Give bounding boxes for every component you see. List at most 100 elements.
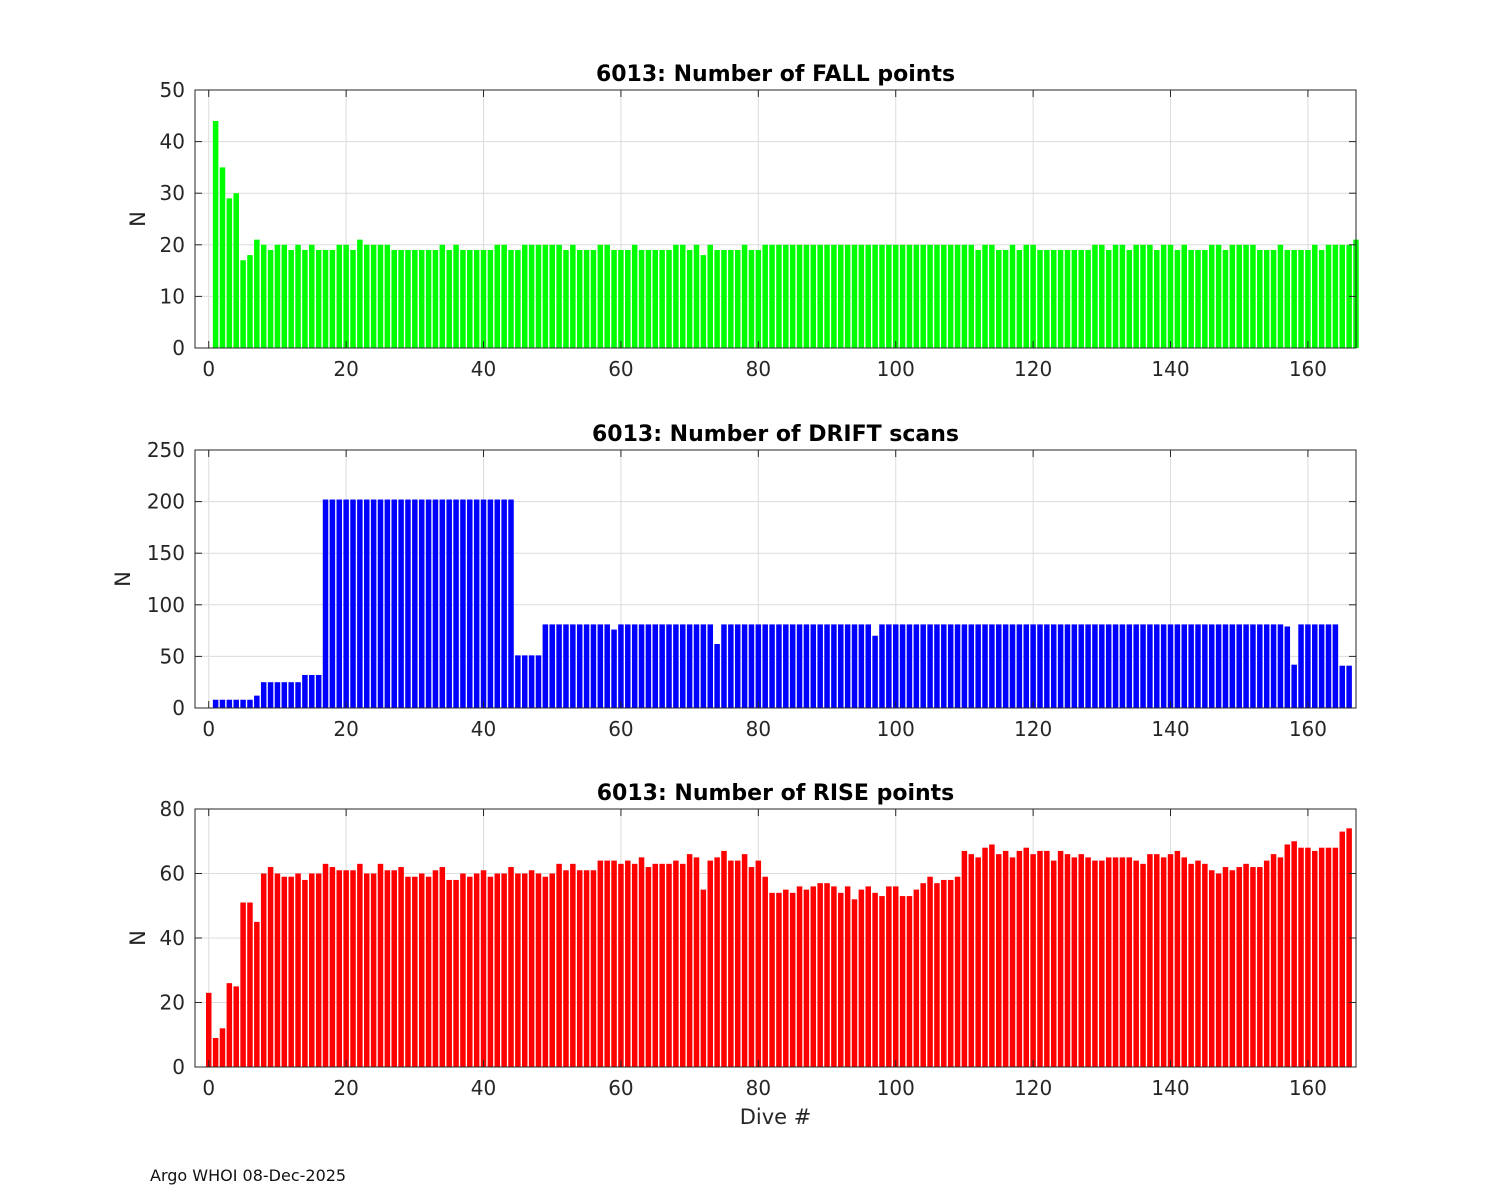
bar-dive-78: [741, 624, 748, 708]
bar-dive-53: [570, 244, 576, 348]
bar-dive-90: [824, 244, 830, 348]
bar-dive-57: [597, 624, 604, 708]
bar-dive-17: [322, 863, 329, 1067]
bar-dive-14: [302, 674, 308, 708]
bar-dive-150: [1236, 624, 1242, 708]
bar-dive-145: [1202, 624, 1208, 708]
bar-dive-150: [1236, 244, 1242, 348]
bar-dive-86: [796, 244, 803, 348]
bar-dive-17: [322, 249, 329, 348]
bar-dive-123: [1050, 249, 1057, 348]
bar-dive-21: [350, 870, 356, 1067]
bar-dive-84: [783, 889, 789, 1068]
bar-dive-119: [1023, 847, 1029, 1067]
bar-dive-147: [1215, 624, 1222, 708]
y-tick-label: 0: [172, 696, 185, 720]
bar-dive-51: [556, 863, 562, 1067]
bar-dive-115: [996, 249, 1002, 348]
bar-dive-60: [618, 249, 624, 348]
x-tick-label: 160: [1289, 717, 1327, 741]
bar-dive-122: [1044, 624, 1050, 708]
bar-dive-56: [590, 870, 597, 1067]
bar-dive-4: [233, 699, 239, 708]
bar-dive-40: [480, 249, 487, 348]
bar-dive-72: [700, 889, 707, 1068]
bar-dive-165: [1339, 665, 1346, 708]
bar-dive-38: [467, 499, 473, 708]
bar-dive-55: [583, 624, 590, 708]
bar-dive-107: [941, 244, 947, 348]
bar-dive-145: [1202, 863, 1208, 1067]
bar-dive-88: [810, 624, 817, 708]
bar-dive-73: [707, 860, 713, 1067]
bar-dive-160: [1305, 249, 1311, 348]
bar-dive-132: [1112, 244, 1119, 348]
bar-dive-42: [494, 873, 501, 1067]
bar-dive-75: [721, 624, 727, 708]
bar-dive-41: [487, 876, 494, 1067]
bar-dive-147: [1215, 873, 1222, 1067]
bar-dive-152: [1250, 624, 1256, 708]
bar-dive-114: [989, 844, 995, 1067]
bar-dive-64: [645, 624, 652, 708]
bar-dive-151: [1243, 244, 1249, 348]
bar-dive-43: [501, 244, 507, 348]
bar-dive-120: [1030, 244, 1036, 348]
bar-dive-146: [1208, 244, 1215, 348]
x-axis-label: Dive #: [740, 1105, 812, 1129]
bar-dive-38: [467, 249, 473, 348]
bar-dive-81: [762, 876, 768, 1067]
bar-dive-154: [1263, 624, 1270, 708]
bar-dive-143: [1188, 624, 1194, 708]
bar-dive-29: [405, 249, 411, 348]
bar-dive-89: [817, 244, 823, 348]
bar-dive-94: [851, 899, 858, 1067]
bar-dive-130: [1099, 860, 1105, 1067]
bar-dive-107: [941, 879, 947, 1067]
bar-dive-125: [1064, 249, 1071, 348]
bar-dive-119: [1023, 244, 1029, 348]
bar-dive-48: [535, 655, 542, 708]
bar-dive-44: [508, 499, 514, 708]
bar-dive-93: [844, 624, 851, 708]
bar-dive-22: [357, 499, 363, 708]
bar-dive-116: [1002, 850, 1009, 1067]
bar-dive-4: [233, 986, 239, 1068]
bar-dive-68: [673, 244, 679, 348]
bar-dive-104: [920, 624, 926, 708]
bar-dive-166: [1346, 828, 1352, 1067]
bar-dive-32: [425, 876, 432, 1067]
bar-dive-112: [975, 249, 981, 348]
bar-dive-73: [707, 624, 713, 708]
bar-dive-58: [604, 244, 610, 348]
x-tick-label: 120: [1014, 1076, 1052, 1100]
bar-dive-148: [1222, 867, 1229, 1067]
bar-dive-139: [1160, 857, 1167, 1068]
bar-dive-135: [1133, 860, 1139, 1067]
bar-dive-126: [1071, 249, 1078, 348]
bar-dive-47: [528, 870, 535, 1067]
bar-dive-109: [954, 244, 961, 348]
bar-dive-49: [542, 876, 549, 1067]
bar-dive-50: [549, 624, 555, 708]
bar-dive-46: [522, 244, 528, 348]
bar-dive-82: [769, 624, 775, 708]
bar-dive-30: [412, 876, 418, 1067]
bar-dive-7: [254, 239, 260, 348]
bar-dive-141: [1174, 850, 1181, 1067]
bar-dive-60: [618, 863, 624, 1067]
y-tick-label: 50: [160, 78, 185, 102]
bar-dive-10: [274, 873, 281, 1067]
bar-dive-141: [1174, 624, 1181, 708]
bar-dive-13: [295, 682, 301, 708]
bar-dive-11: [281, 682, 288, 708]
bar-dive-117: [1009, 857, 1016, 1068]
bar-dive-165: [1339, 831, 1346, 1067]
bar-dive-151: [1243, 863, 1249, 1067]
bar-dive-113: [982, 244, 988, 348]
bar-dive-20: [343, 870, 349, 1067]
bar-dive-22: [357, 863, 363, 1067]
bar-dive-3: [226, 699, 233, 708]
bar-dive-41: [487, 249, 494, 348]
